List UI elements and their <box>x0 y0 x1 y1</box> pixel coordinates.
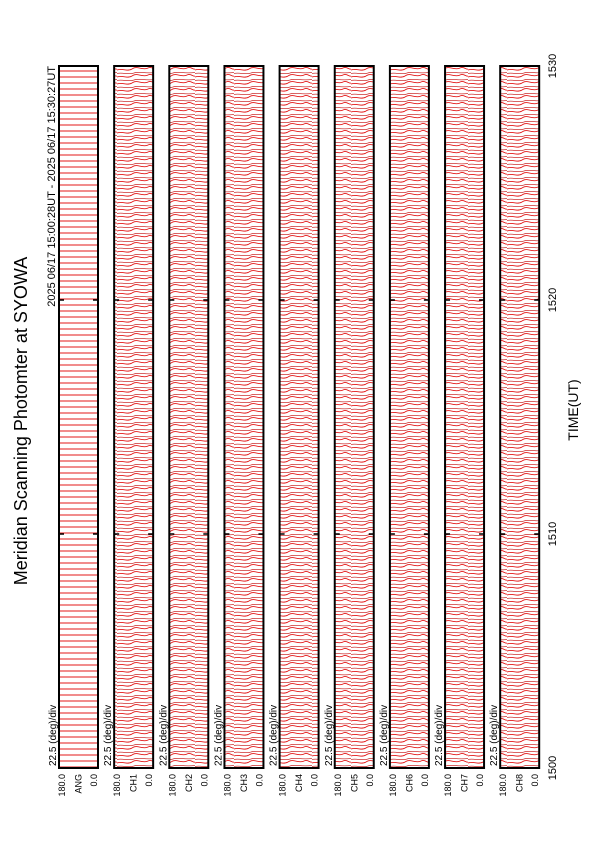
trace-area <box>169 66 209 768</box>
y-tick-label: 0.0 <box>475 774 485 787</box>
channel-label: CH4 <box>294 774 304 792</box>
panel-frame <box>113 65 155 769</box>
y-tick-label: 0.0 <box>199 774 209 787</box>
channel-label: CH6 <box>404 774 414 792</box>
scale-label: 22.5 (deg)/div <box>379 705 390 766</box>
panel-frame <box>444 65 486 769</box>
scale-label: 22.5 (deg)/div <box>434 705 445 766</box>
scale-label: 22.5 (deg)/div <box>269 705 280 766</box>
channel-label: CH5 <box>349 774 359 792</box>
y-tick-label: 0.0 <box>310 774 320 787</box>
y-tick-label: 0.0 <box>530 774 540 787</box>
trace-area <box>114 66 154 768</box>
trace-area <box>334 66 374 768</box>
trace-area <box>445 66 485 768</box>
y-tick-label: 180.0 <box>333 774 343 797</box>
x-tick-label: 1520 <box>547 288 559 312</box>
y-tick-label: 180.0 <box>222 774 232 797</box>
panel-frame <box>499 65 541 769</box>
y-tick-label: 180.0 <box>388 774 398 797</box>
rotated-plot: Meridian Scanning Photomter at SYOWA 202… <box>11 54 581 797</box>
trace-area <box>59 66 98 768</box>
y-tick-label: 0.0 <box>365 774 375 787</box>
panel-frame <box>333 65 375 769</box>
y-tick-label: 180.0 <box>498 774 508 797</box>
y-tick-label: 0.0 <box>144 774 154 787</box>
channel-label: ANG <box>74 774 84 794</box>
chart-title: Meridian Scanning Photomter at SYOWA <box>11 257 31 585</box>
scale-label: 22.5 (deg)/div <box>213 705 224 766</box>
channel-label: CH7 <box>460 774 470 792</box>
panel-frame <box>388 65 430 769</box>
x-axis-label: TIME(UT) <box>565 379 581 440</box>
y-tick-label: 0.0 <box>89 774 99 787</box>
scale-label: 22.5 (deg)/div <box>48 705 59 766</box>
y-tick-label: 180.0 <box>278 774 288 797</box>
y-tick-label: 180.0 <box>167 774 177 797</box>
y-tick-label: 180.0 <box>443 774 453 797</box>
scale-label: 22.5 (deg)/div <box>489 705 500 766</box>
channel-label: CH8 <box>515 774 525 792</box>
panel-frame <box>168 65 210 769</box>
trace-area <box>224 66 264 768</box>
y-tick-label: 180.0 <box>57 774 67 797</box>
panel-frame <box>223 65 265 769</box>
x-tick-label: 1510 <box>547 522 559 546</box>
trace-area <box>389 66 429 768</box>
scale-label: 22.5 (deg)/div <box>324 705 335 766</box>
trace-area <box>500 66 540 768</box>
y-tick-label: 0.0 <box>420 774 430 787</box>
trace-area <box>279 66 319 768</box>
channel-label: CH2 <box>184 774 194 792</box>
x-tick-label: 1530 <box>547 54 559 78</box>
channel-label: CH1 <box>129 774 139 792</box>
panel-frame <box>58 65 99 769</box>
scale-label: 22.5 (deg)/div <box>158 705 169 766</box>
channel-label: CH3 <box>239 774 249 792</box>
scale-label: 22.5 (deg)/div <box>103 705 114 766</box>
subtitle: 2025 06/17 15:00:28UT - 2025 06/17 15:30… <box>46 66 58 307</box>
y-tick-label: 0.0 <box>254 774 264 787</box>
panel-frame <box>278 65 320 769</box>
x-tick-label: 1500 <box>547 756 559 780</box>
y-tick-label: 180.0 <box>112 774 122 797</box>
